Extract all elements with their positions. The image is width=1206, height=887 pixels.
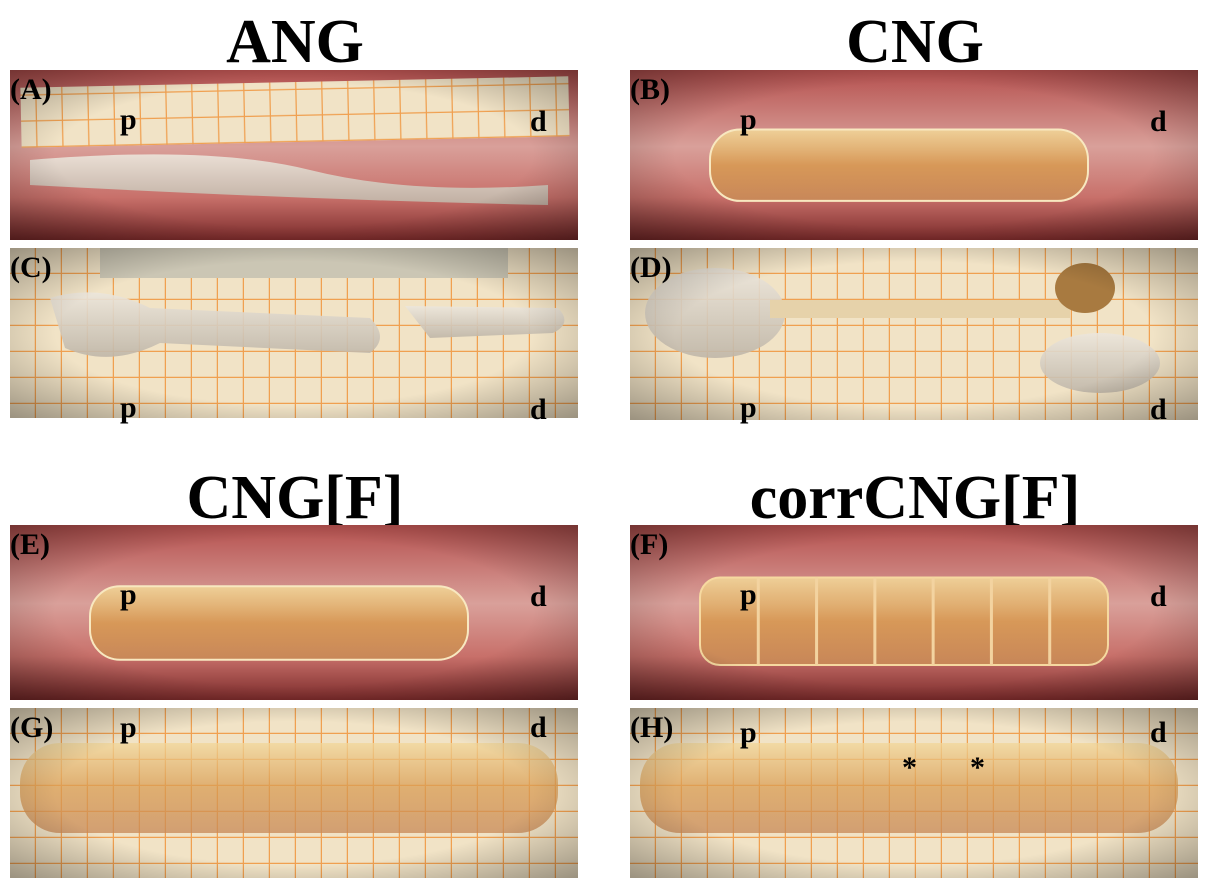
distal-label: d <box>530 105 547 138</box>
panel: (C) p d <box>10 248 578 426</box>
panel-label: (H) <box>630 711 673 744</box>
proximal-label: p <box>120 578 137 611</box>
proximal-label: p <box>740 578 757 611</box>
panel-label: (E) <box>10 528 50 561</box>
proximal-label: p <box>740 103 757 136</box>
panel-title: CNG <box>846 8 984 76</box>
panel: (G) p d <box>10 708 578 878</box>
panel-title: ANG <box>226 8 364 76</box>
proximal-label: p <box>120 103 137 136</box>
proximal-label: p <box>120 711 137 744</box>
asterisk: * <box>970 751 985 784</box>
panel: (F) p d <box>630 525 1198 700</box>
proximal-label: p <box>120 391 137 424</box>
panel: (A) p d <box>10 70 578 240</box>
vignette <box>630 525 1198 700</box>
panel-label: (B) <box>630 73 670 106</box>
vignette <box>10 708 578 878</box>
panel: (D) p d <box>630 248 1198 426</box>
proximal-label: p <box>740 391 757 424</box>
panel-label: (F) <box>630 528 668 561</box>
vignette <box>10 525 578 700</box>
distal-label: d <box>1150 580 1167 613</box>
vignette <box>630 70 1198 240</box>
distal-label: d <box>1150 716 1167 749</box>
proximal-label: p <box>740 716 757 749</box>
panel: (B) p d <box>630 70 1198 240</box>
panel: (E) p d <box>10 525 578 700</box>
distal-label: d <box>530 711 547 744</box>
vignette <box>630 708 1198 878</box>
distal-label: d <box>1150 105 1167 138</box>
panel-label: (D) <box>630 251 672 284</box>
distal-label: d <box>530 393 547 426</box>
panel: (H) p d * * <box>630 708 1198 878</box>
distal-label: d <box>1150 393 1167 426</box>
panel-label: (A) <box>10 73 52 106</box>
panel-label: (C) <box>10 251 52 284</box>
vignette <box>10 70 578 240</box>
vignette <box>630 248 1198 420</box>
panel-title: corrCNG[F] <box>750 464 1081 532</box>
vignette <box>10 248 578 418</box>
panel-label: (G) <box>10 711 53 744</box>
distal-label: d <box>530 580 547 613</box>
panel-title: CNG[F] <box>187 464 404 532</box>
asterisk: * <box>902 751 917 784</box>
